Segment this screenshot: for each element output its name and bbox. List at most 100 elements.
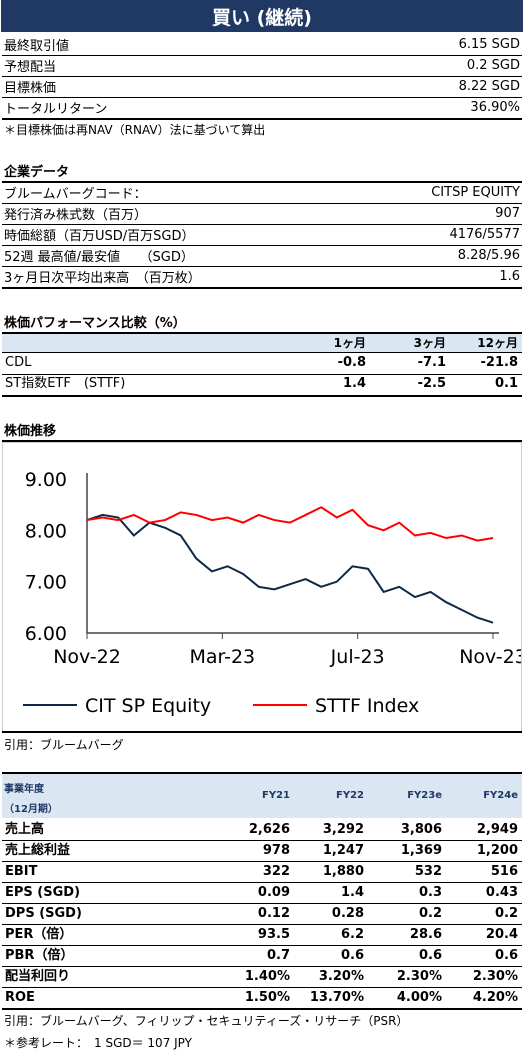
chart-axes	[86, 473, 499, 634]
perf-row-cdl: CDL -0.8 -7.1 -21.8	[2, 353, 522, 373]
fin-value: 0.3	[418, 885, 442, 900]
fin-row: PER（倍） 93.5 6.2 28.6 20.4	[2, 925, 522, 945]
company-value: 4176/5577	[449, 226, 520, 242]
perf-value: -0.8	[337, 355, 366, 370]
fin-value: 1,880	[322, 864, 364, 879]
summary-row-dividend: 予想配当 0.2 SGD	[4, 55, 520, 75]
fin-value: 0.28	[331, 906, 364, 921]
fin-value: 0.12	[257, 906, 290, 921]
summary-label: トータルリターン	[4, 101, 108, 117]
company-value: 907	[495, 205, 520, 221]
fin-value: 4.00%	[396, 990, 442, 1005]
y-tick-label: 8.00	[25, 520, 67, 542]
company-value: CITSP EQUITY	[431, 184, 520, 200]
fin-label: PBR（倍）	[5, 948, 74, 963]
company-row: 3ヶ月日次平均出来高 （百万枚） 1.6	[4, 266, 520, 286]
company-label: 発行済み株式数（百万）	[4, 207, 148, 223]
perf-value: -2.5	[417, 376, 446, 391]
perf-section-title: 株価パフォーマンス比較（%）	[4, 316, 186, 331]
fin-label: EBIT	[5, 864, 38, 879]
perf-value: 0.1	[494, 376, 518, 391]
fin-value: 0.6	[418, 948, 442, 963]
x-tick-label: Nov-23	[459, 646, 521, 668]
company-label: ブルームバーグコード：	[4, 186, 147, 202]
fin-value: 1.4	[340, 885, 364, 900]
y-tick-label: 9.00	[25, 469, 67, 491]
fin-col: FY23e	[407, 790, 442, 801]
fin-col: FY24e	[483, 790, 518, 801]
company-row: ブルームバーグコード： CITSP EQUITY	[4, 182, 520, 202]
summary-row-total-return: トータルリターン 36.90%	[4, 97, 520, 117]
x-tick-label: Nov-22	[53, 646, 121, 668]
summary-label: 目標株価	[4, 80, 57, 96]
fin-col: FY21	[262, 790, 290, 801]
chart-section-title: 株価推移	[4, 424, 57, 439]
fin-header: 事業年度 （12月期） FY21 FY22 FY23e FY24e	[2, 774, 522, 818]
fin-value: 0.09	[257, 885, 290, 900]
fin-value: 28.6	[409, 927, 442, 942]
fin-value: 3,806	[400, 822, 442, 837]
fin-row: 売上高 2,626 3,292 3,806 2,949	[2, 820, 522, 840]
perf-label: ST指数ETF (STTF)	[5, 376, 126, 391]
x-tick-label: Jul-23	[330, 646, 385, 668]
fin-value: 1,369	[400, 843, 442, 858]
legend-label: STTF Index	[315, 695, 419, 717]
fin-label: 配当利回り	[5, 969, 71, 984]
perf-row-sttf: ST指数ETF (STTF) 1.4 -2.5 0.1	[2, 374, 522, 394]
summary-value: 8.22 SGD	[458, 78, 520, 94]
perf-value: 1.4	[342, 376, 366, 391]
fin-row: EBIT 322 1,880 532 516	[2, 862, 522, 882]
rating-banner: 買い (継続)	[1, 0, 523, 32]
fin-value: 1,247	[322, 843, 364, 858]
fin-label: DPS (SGD)	[5, 906, 82, 921]
fin-value: 978	[262, 843, 290, 858]
company-row: 時価総額（百万USD/百万SGD） 4176/5577	[4, 224, 520, 244]
company-label: 52週 最高値/最安値 （SGD）	[4, 249, 194, 265]
fin-label: EPS (SGD)	[5, 885, 81, 900]
summary-value: 0.2 SGD	[466, 57, 520, 73]
fin-row: ROE 1.50% 13.70% 4.00% 4.20%	[2, 988, 522, 1008]
company-value: 8.28/5.96	[457, 247, 520, 263]
fin-row: 配当利回り 1.40% 3.20% 2.30% 2.30%	[2, 967, 522, 987]
fin-value: 0.43	[485, 885, 518, 900]
perf-col-12m: 12ヶ月	[477, 336, 518, 350]
perf-col-1m: 1ヶ月	[333, 336, 366, 350]
fin-value: 0.2	[418, 906, 442, 921]
series-line-sttf	[86, 506, 494, 542]
fin-value: 532	[414, 864, 442, 879]
fin-value: 516	[490, 864, 518, 879]
fin-value: 2,949	[476, 822, 518, 837]
fx-rate-note: ＊参考レート： 1 SGD＝ 107 JPY	[4, 1036, 192, 1050]
fin-label: PER（倍）	[5, 927, 73, 942]
fin-row: 売上総利益 978 1,247 1,369 1,200	[2, 841, 522, 861]
company-label: 時価総額（百万USD/百万SGD）	[4, 228, 195, 244]
perf-value: -7.1	[417, 355, 446, 370]
summary-label: 最終取引値	[4, 38, 70, 54]
perf-value: -21.8	[480, 355, 518, 370]
fin-value: 0.7	[266, 948, 290, 963]
fin-col: FY22	[336, 790, 364, 801]
fin-row: PBR（倍） 0.7 0.6 0.6 0.6	[2, 946, 522, 966]
perf-col-3m: 3ヶ月	[413, 336, 446, 350]
fin-value: 3.20%	[318, 969, 364, 984]
fin-head-period: （12月期）	[4, 804, 58, 815]
fin-value: 0.2	[494, 906, 518, 921]
company-row: 52週 最高値/最安値 （SGD） 8.28/5.96	[4, 245, 520, 265]
fin-row: EPS (SGD) 0.09 1.4 0.3 0.43	[2, 883, 522, 903]
fin-label: 売上高	[5, 822, 45, 837]
summary-row-last-price: 最終取引値 6.15 SGD	[4, 34, 520, 54]
company-section-title: 企業データ	[4, 165, 70, 180]
fin-value: 4.20%	[472, 990, 518, 1005]
fin-value: 3,292	[322, 822, 364, 837]
y-tick-label: 6.00	[25, 623, 67, 645]
fin-head-year: 事業年度	[4, 784, 44, 795]
company-value: 1.6	[499, 268, 520, 284]
summary-value: 6.15 SGD	[458, 36, 520, 52]
summary-label: 予想配当	[4, 59, 57, 75]
fin-value: 0.6	[494, 948, 518, 963]
fin-value: 13.70%	[309, 990, 364, 1005]
fin-value: 6.2	[340, 927, 364, 942]
fin-row: DPS (SGD) 0.12 0.28 0.2 0.2	[2, 904, 522, 924]
y-tick-label: 7.00	[25, 572, 67, 594]
company-row: 発行済み株式数（百万） 907	[4, 203, 520, 223]
